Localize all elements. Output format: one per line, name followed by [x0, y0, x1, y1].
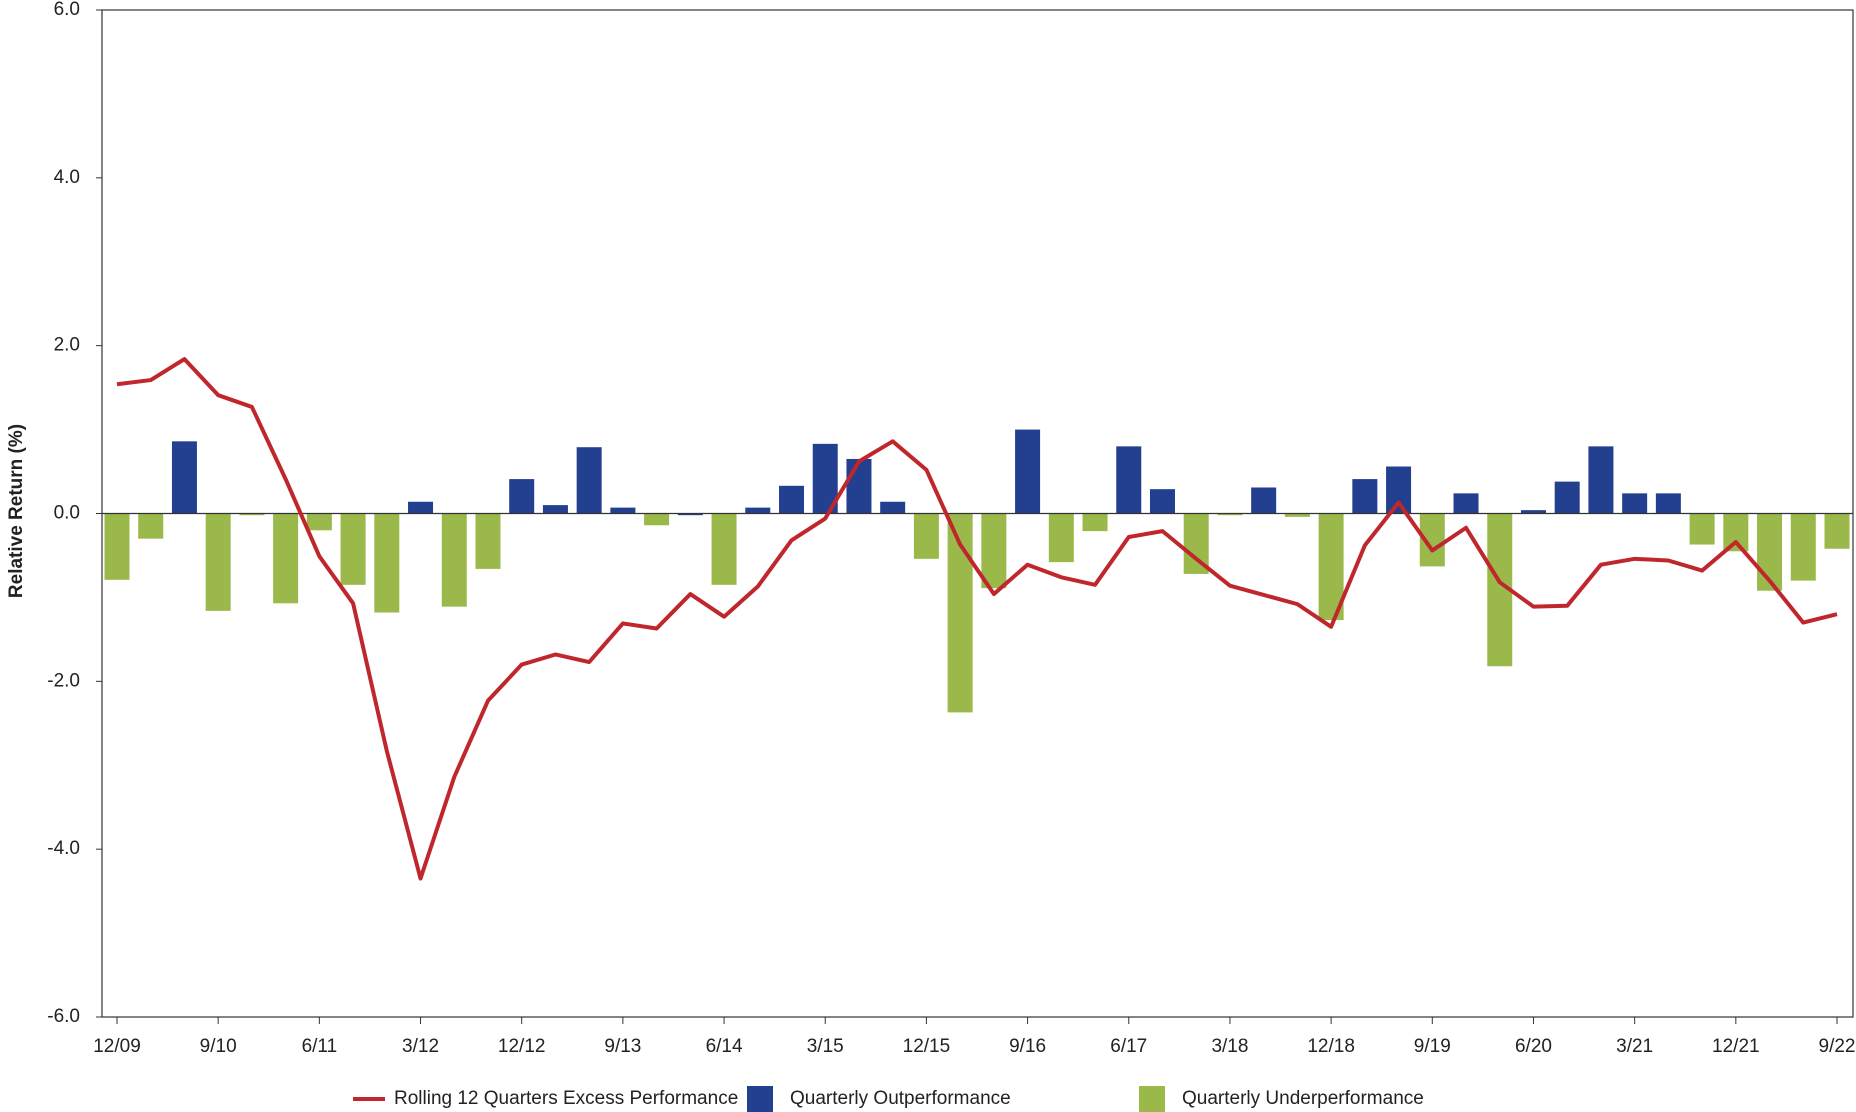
bar — [340, 513, 366, 585]
bar — [1453, 493, 1479, 514]
bar — [1723, 513, 1749, 552]
bar — [677, 513, 703, 516]
x-tick-label: 3/18 — [1211, 1036, 1248, 1057]
x-tick-label: 12/21 — [1712, 1036, 1760, 1057]
x-tick-label: 6/14 — [706, 1036, 743, 1057]
legend-swatch — [1139, 1086, 1165, 1112]
legend-label: Quarterly Outperformance — [790, 1088, 1011, 1109]
y-tick-label: -4.0 — [47, 838, 80, 859]
bar — [1217, 513, 1243, 516]
bar — [1386, 466, 1412, 514]
bar — [542, 505, 568, 514]
legend-label: Rolling 12 Quarters Excess Performance — [394, 1088, 738, 1109]
bar — [475, 513, 501, 569]
bar — [880, 501, 906, 514]
legend-label: Quarterly Underperformance — [1182, 1088, 1424, 1109]
y-tick-label: 6.0 — [54, 0, 80, 20]
x-tick-label: 12/15 — [903, 1036, 951, 1057]
bar — [1622, 493, 1648, 514]
bar — [1251, 487, 1277, 514]
bar — [1284, 513, 1310, 517]
y-tick-label: 2.0 — [54, 335, 80, 356]
bar — [711, 513, 737, 585]
y-tick-label: -2.0 — [47, 670, 80, 691]
bar — [1689, 513, 1715, 545]
bar — [981, 513, 1007, 589]
bar — [1352, 479, 1378, 514]
bar — [1082, 513, 1108, 532]
x-tick-label: 9/13 — [604, 1036, 641, 1057]
x-tick-label: 9/22 — [1819, 1036, 1856, 1057]
line — [116, 357, 1838, 881]
bar — [745, 507, 771, 514]
bar — [1116, 446, 1142, 514]
bar — [1015, 429, 1041, 514]
bar — [374, 513, 400, 613]
bar — [138, 513, 164, 539]
x-tick-label: 6/11 — [302, 1036, 338, 1057]
bar — [1554, 481, 1580, 514]
x-tick-label: 9/16 — [1009, 1036, 1046, 1057]
bar — [1149, 489, 1175, 514]
x-tick-label: 6/17 — [1110, 1036, 1147, 1057]
bar — [610, 507, 636, 514]
x-tick-label: 9/19 — [1414, 1036, 1451, 1057]
bar — [205, 513, 231, 611]
bar — [846, 458, 872, 514]
y-tick-label: -6.0 — [47, 1006, 80, 1027]
x-tick-label: 6/20 — [1515, 1036, 1552, 1057]
legend-swatch — [747, 1086, 773, 1112]
x-tick-label: 3/15 — [807, 1036, 844, 1057]
bar — [1824, 513, 1850, 549]
bar — [408, 501, 434, 514]
bar — [306, 513, 332, 531]
bar — [644, 513, 670, 526]
bar — [1790, 513, 1816, 581]
bar — [1588, 446, 1614, 514]
bar — [779, 485, 805, 514]
y-tick-label: 4.0 — [54, 167, 80, 188]
x-tick-label: 3/21 — [1616, 1036, 1653, 1057]
y-axis-title: Relative Return (%) — [6, 424, 27, 598]
x-tick-label: 12/12 — [498, 1036, 546, 1057]
bar — [441, 513, 467, 607]
bar — [509, 479, 535, 514]
bar — [576, 447, 602, 514]
bar — [171, 441, 197, 514]
bar — [1520, 510, 1546, 514]
x-tick-label: 12/09 — [93, 1036, 141, 1057]
bar — [913, 513, 939, 559]
bar — [239, 513, 265, 516]
bar — [273, 513, 299, 604]
bar — [1655, 493, 1681, 514]
x-tick-label: 9/10 — [200, 1036, 237, 1057]
x-tick-label: 3/12 — [402, 1036, 439, 1057]
x-tick-label: 12/18 — [1307, 1036, 1355, 1057]
bar — [104, 513, 130, 580]
bar — [1048, 513, 1074, 563]
y-tick-label: 0.0 — [54, 503, 80, 524]
